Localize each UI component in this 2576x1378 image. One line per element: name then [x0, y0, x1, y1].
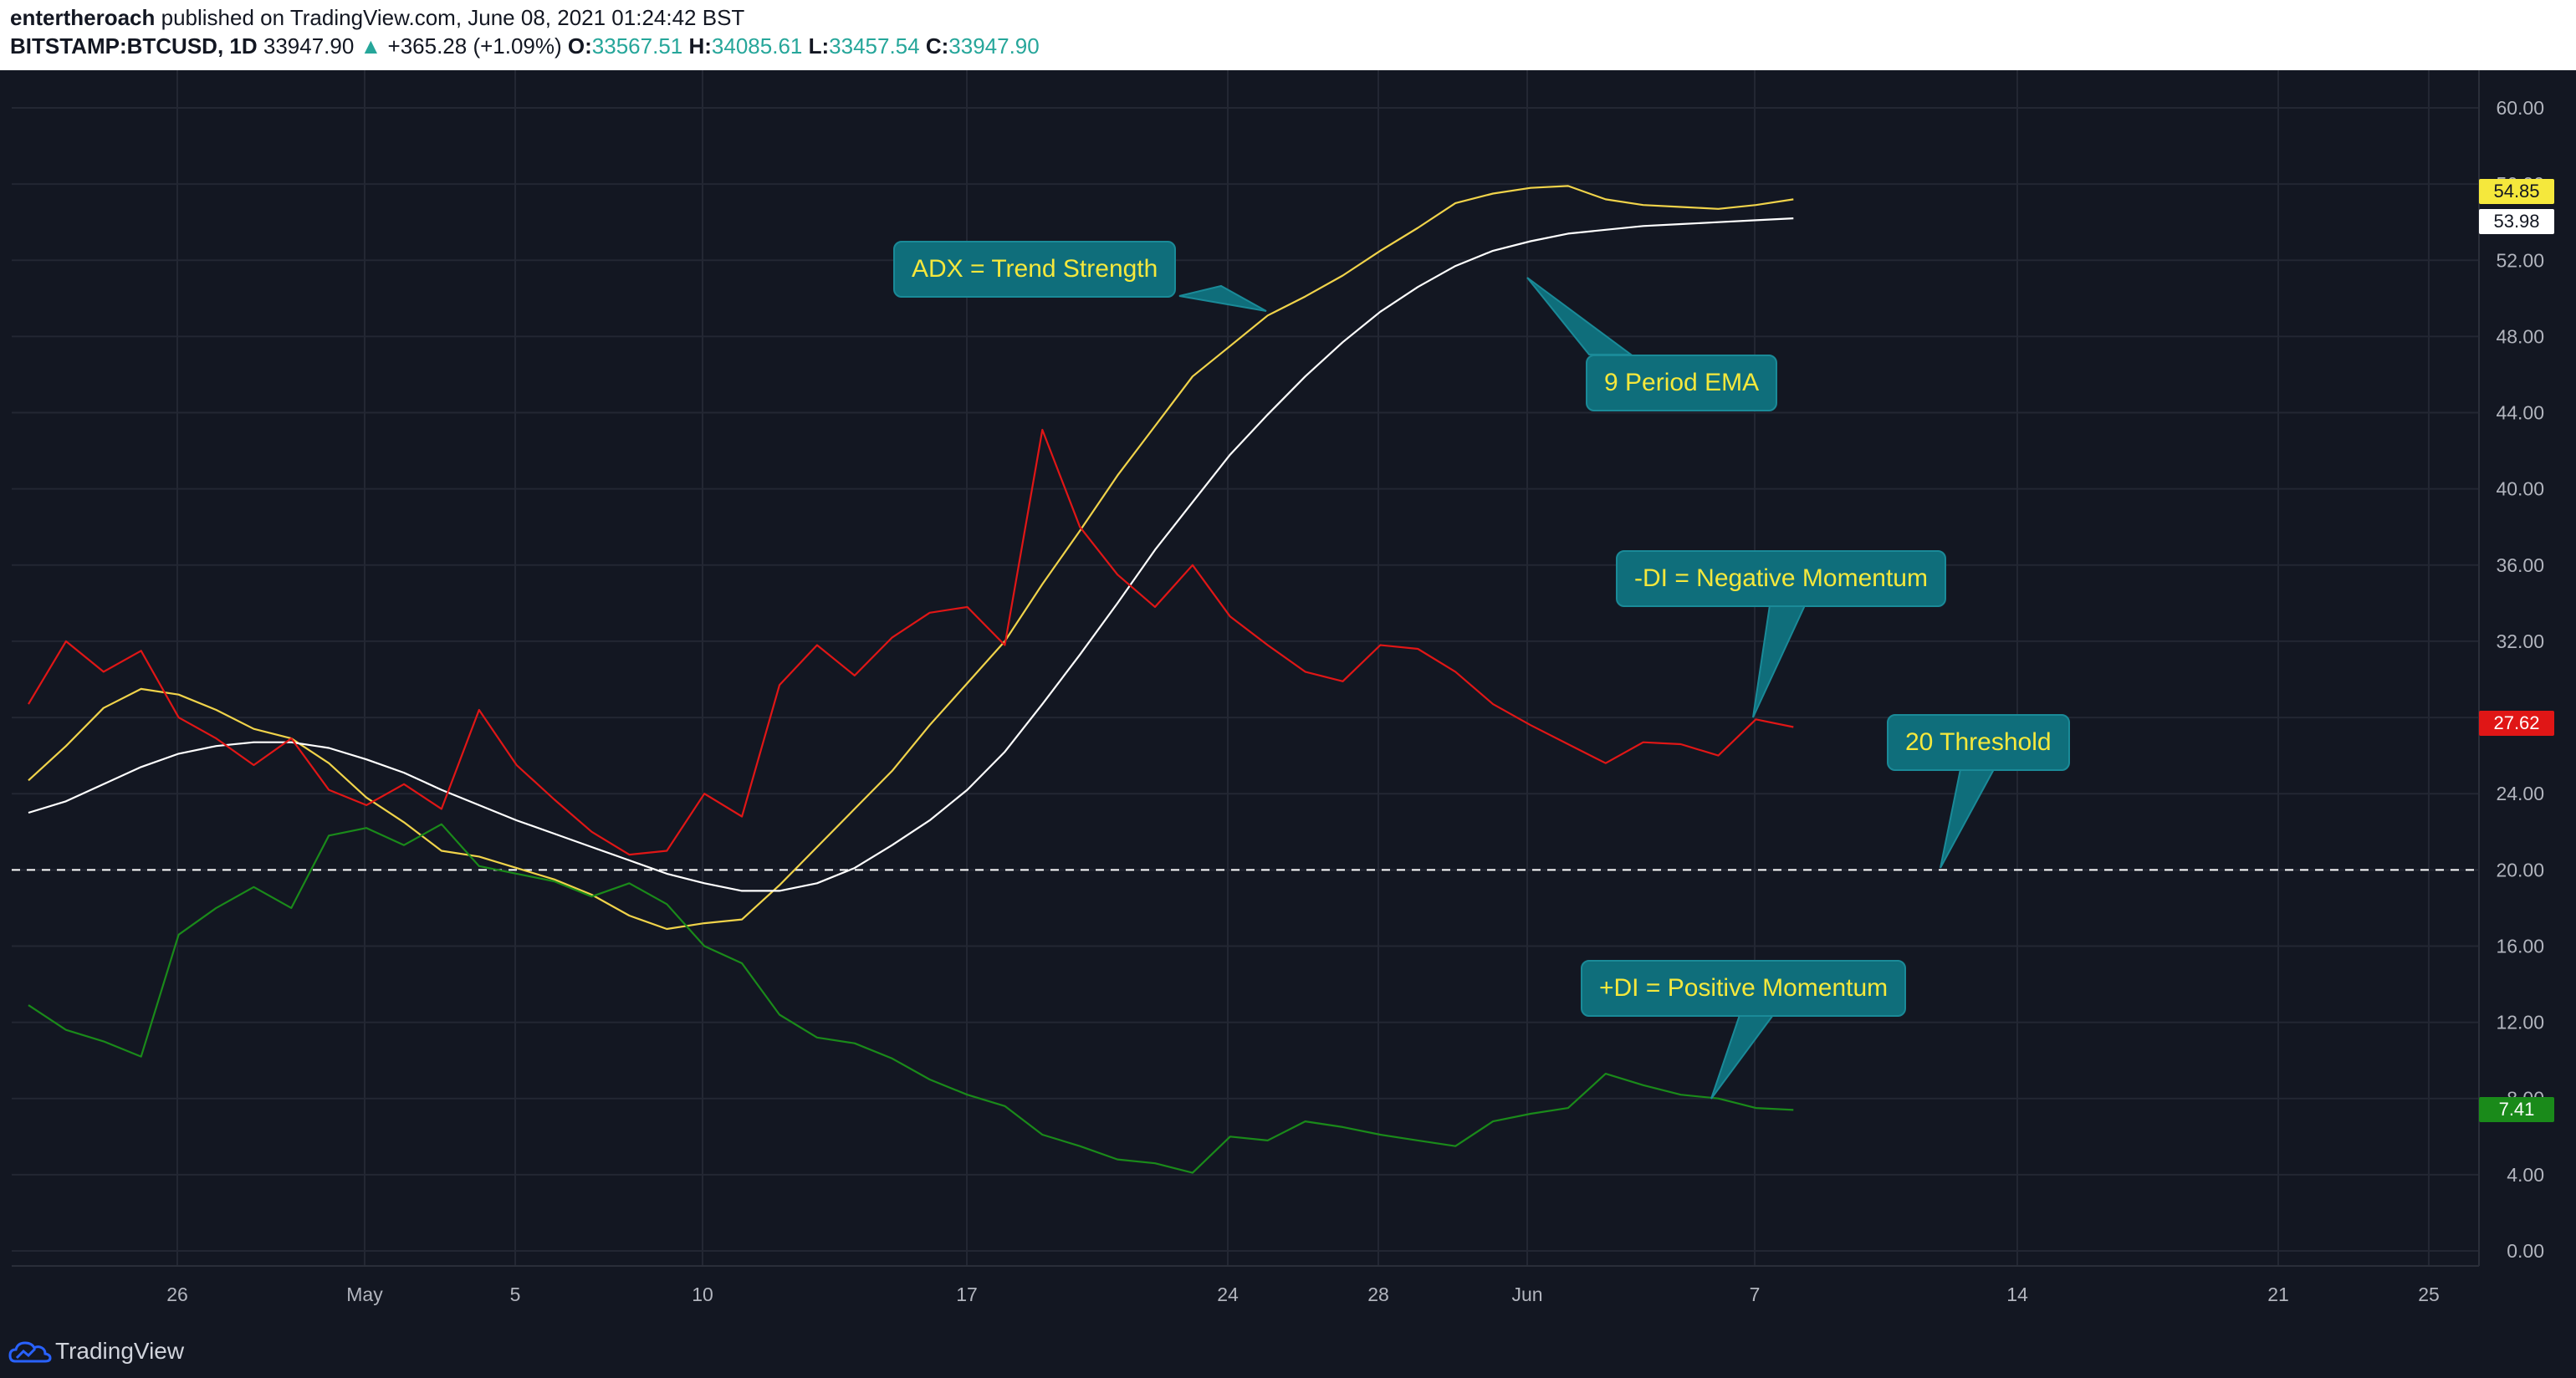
open-label: O:	[567, 33, 592, 59]
x-tick-label: 17	[956, 1284, 978, 1305]
symbol-name[interactable]: BITSTAMP:BTCUSD, 1D	[10, 33, 258, 59]
x-tick-label: 21	[2267, 1284, 2289, 1305]
chart-header: entertheroach published on TradingView.c…	[0, 0, 2576, 70]
y-tick-label: 60.00	[2496, 97, 2544, 119]
x-tick-label: 14	[2006, 1284, 2028, 1305]
y-tick-label: 52.00	[2496, 249, 2544, 271]
adx-price-tag: 54.85	[2479, 179, 2554, 204]
low-label: L:	[808, 33, 830, 59]
last-price: 33947.90	[263, 33, 355, 59]
series-lines	[28, 185, 1794, 1174]
y-tick-label: 32.00	[2496, 630, 2544, 652]
x-tick-label: 28	[1367, 1284, 1389, 1305]
plus-di-line	[28, 823, 1794, 1174]
callout-pointer	[1178, 284, 1267, 312]
footer: TradingView	[0, 1324, 2576, 1378]
x-tick-label: 10	[692, 1284, 713, 1305]
price-axis[interactable]: 60.0056.0052.0048.0044.0040.0036.0032.00…	[2496, 97, 2544, 1262]
x-tick-label: 25	[2418, 1284, 2440, 1305]
callout-adx[interactable]: ADX = Trend Strength	[893, 241, 1177, 298]
symbol-legend: BITSTAMP:BTCUSD, 1D 33947.90 ▲ +365.28 (…	[10, 33, 1040, 59]
x-tick-label: 5	[510, 1284, 521, 1305]
callout-plus-di[interactable]: +DI = Positive Momentum	[1581, 960, 1907, 1017]
y-tick-label: 24.00	[2496, 783, 2544, 804]
ema-line	[28, 217, 1794, 892]
change-up-icon: ▲	[360, 33, 382, 59]
chart-area[interactable]: 60.0056.0052.0048.0044.0040.0036.0032.00…	[0, 70, 2576, 1378]
adx-line	[28, 185, 1794, 931]
x-tick-label: 26	[166, 1284, 188, 1305]
plus-di-price-tag: 7.41	[2479, 1097, 2554, 1122]
publish-text: published on TradingView.com, June 08, 2…	[161, 5, 745, 30]
high-value: 34085.61	[711, 33, 803, 59]
y-tick-label: 40.00	[2496, 478, 2544, 500]
y-tick-label: 20.00	[2496, 859, 2544, 880]
open-value: 33567.51	[591, 33, 683, 59]
author-name[interactable]: entertheroach	[10, 5, 156, 30]
callout-pointers	[1178, 277, 1996, 1100]
minus-di-price-tag: 27.62	[2479, 711, 2554, 736]
grid	[12, 70, 2479, 1266]
x-tick-label: May	[346, 1284, 383, 1305]
y-tick-label: 4.00	[2507, 1164, 2544, 1186]
callout-pointer	[1752, 605, 1807, 718]
close-value: 33947.90	[948, 33, 1040, 59]
y-tick-label: 36.00	[2496, 554, 2544, 576]
y-tick-label: 16.00	[2496, 935, 2544, 957]
x-tick-label: 24	[1217, 1284, 1239, 1305]
high-label: H:	[688, 33, 712, 59]
callout-threshold[interactable]: 20 Threshold	[1887, 714, 2070, 771]
low-value: 33457.54	[829, 33, 920, 59]
callout-pointer	[1940, 768, 1996, 869]
y-tick-label: 0.00	[2507, 1240, 2544, 1262]
time-axis[interactable]: 26 May 5 10 17 24 28 Jun 7 14 21 25	[166, 1284, 2440, 1305]
y-tick-label: 44.00	[2496, 402, 2544, 424]
callout-pointer	[1710, 1014, 1775, 1100]
x-tick-label: 7	[1750, 1284, 1761, 1305]
x-tick-label: Jun	[1511, 1284, 1542, 1305]
y-tick-label: 12.00	[2496, 1012, 2544, 1034]
y-tick-label: 48.00	[2496, 325, 2544, 347]
price-change: +365.28 (+1.09%)	[387, 33, 562, 59]
chart-svg[interactable]: 60.0056.0052.0048.0044.0040.0036.0032.00…	[0, 70, 2576, 1378]
callout-pointer	[1526, 277, 1634, 355]
minus-di-line	[28, 428, 1794, 856]
callout-minus-di[interactable]: -DI = Negative Momentum	[1616, 550, 1946, 607]
publish-info: entertheroach published on TradingView.c…	[10, 5, 744, 31]
ema-price-tag: 53.98	[2479, 209, 2554, 234]
callout-ema[interactable]: 9 Period EMA	[1586, 355, 1778, 411]
brand-name[interactable]: TradingView	[55, 1338, 185, 1364]
tradingview-cloud-icon[interactable]	[8, 1340, 52, 1366]
close-label: C:	[925, 33, 949, 59]
